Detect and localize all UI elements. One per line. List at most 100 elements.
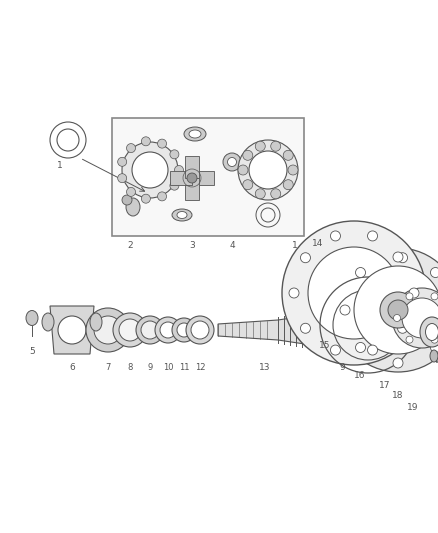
- Circle shape: [380, 292, 416, 328]
- Ellipse shape: [425, 324, 438, 341]
- Circle shape: [271, 141, 281, 151]
- Circle shape: [330, 231, 340, 241]
- Circle shape: [288, 165, 298, 175]
- Circle shape: [160, 322, 176, 338]
- Circle shape: [238, 165, 248, 175]
- Text: 15: 15: [319, 342, 331, 351]
- Ellipse shape: [126, 198, 140, 216]
- Text: 14: 14: [312, 238, 324, 247]
- Text: 1: 1: [292, 240, 298, 249]
- Ellipse shape: [170, 181, 179, 190]
- Text: 4: 4: [229, 240, 235, 249]
- Circle shape: [393, 252, 403, 262]
- Circle shape: [238, 140, 298, 200]
- Circle shape: [136, 316, 164, 344]
- Text: 3: 3: [189, 240, 195, 249]
- Text: 6: 6: [69, 364, 75, 373]
- Circle shape: [330, 345, 340, 355]
- Ellipse shape: [227, 157, 237, 166]
- Circle shape: [283, 180, 293, 190]
- Circle shape: [172, 318, 196, 342]
- Circle shape: [409, 288, 419, 298]
- Circle shape: [308, 247, 400, 339]
- Ellipse shape: [172, 209, 192, 221]
- Ellipse shape: [127, 143, 135, 152]
- Circle shape: [86, 308, 130, 352]
- Polygon shape: [185, 178, 199, 200]
- Circle shape: [122, 142, 178, 198]
- Text: 11: 11: [179, 364, 189, 373]
- Circle shape: [402, 298, 438, 338]
- Circle shape: [283, 150, 293, 160]
- Text: 5: 5: [29, 348, 35, 357]
- Circle shape: [282, 221, 426, 365]
- Ellipse shape: [42, 313, 54, 331]
- Circle shape: [398, 324, 407, 333]
- Ellipse shape: [170, 150, 179, 159]
- Ellipse shape: [118, 174, 127, 183]
- Circle shape: [289, 288, 299, 298]
- Circle shape: [155, 317, 181, 343]
- Circle shape: [392, 288, 438, 348]
- Text: 2: 2: [127, 240, 133, 249]
- Circle shape: [431, 268, 438, 278]
- Circle shape: [431, 343, 438, 352]
- Bar: [112, 118, 304, 236]
- Text: 1: 1: [57, 160, 63, 169]
- Circle shape: [300, 253, 311, 263]
- Circle shape: [398, 253, 407, 263]
- Circle shape: [367, 231, 378, 241]
- Ellipse shape: [122, 195, 132, 205]
- Text: 16: 16: [354, 370, 366, 379]
- Circle shape: [336, 248, 438, 372]
- Ellipse shape: [158, 139, 166, 148]
- Polygon shape: [192, 171, 214, 185]
- Circle shape: [406, 293, 413, 300]
- Circle shape: [255, 189, 265, 199]
- Circle shape: [187, 173, 197, 183]
- Ellipse shape: [430, 350, 438, 362]
- Ellipse shape: [127, 188, 135, 197]
- Polygon shape: [170, 171, 192, 185]
- Text: 13: 13: [259, 364, 271, 373]
- Text: 19: 19: [407, 403, 419, 413]
- Circle shape: [141, 321, 159, 339]
- Circle shape: [255, 141, 265, 151]
- Ellipse shape: [184, 127, 206, 141]
- Ellipse shape: [26, 311, 38, 326]
- Circle shape: [388, 300, 408, 320]
- Ellipse shape: [420, 317, 438, 347]
- Text: 17: 17: [379, 381, 391, 390]
- Text: 12: 12: [195, 364, 205, 373]
- Text: 9: 9: [147, 364, 152, 373]
- Circle shape: [177, 323, 191, 337]
- Circle shape: [186, 316, 214, 344]
- Ellipse shape: [174, 166, 184, 174]
- Circle shape: [132, 152, 168, 188]
- Circle shape: [300, 324, 311, 333]
- Circle shape: [367, 345, 378, 355]
- Ellipse shape: [141, 137, 150, 146]
- Circle shape: [340, 305, 350, 315]
- Ellipse shape: [141, 194, 150, 203]
- Circle shape: [356, 268, 366, 278]
- Polygon shape: [218, 314, 318, 346]
- Circle shape: [354, 266, 438, 354]
- Circle shape: [393, 314, 400, 321]
- Text: 8: 8: [127, 364, 133, 373]
- Ellipse shape: [118, 157, 127, 166]
- Circle shape: [431, 293, 438, 300]
- Ellipse shape: [158, 192, 166, 201]
- Circle shape: [191, 321, 209, 339]
- Circle shape: [406, 336, 413, 343]
- Circle shape: [119, 319, 141, 341]
- Polygon shape: [185, 156, 199, 178]
- Ellipse shape: [90, 313, 102, 331]
- Text: 9: 9: [339, 364, 345, 373]
- Text: 10: 10: [163, 364, 173, 373]
- Circle shape: [113, 313, 147, 347]
- Polygon shape: [50, 306, 94, 354]
- Circle shape: [393, 358, 403, 368]
- Circle shape: [243, 180, 253, 190]
- Text: 7: 7: [105, 364, 111, 373]
